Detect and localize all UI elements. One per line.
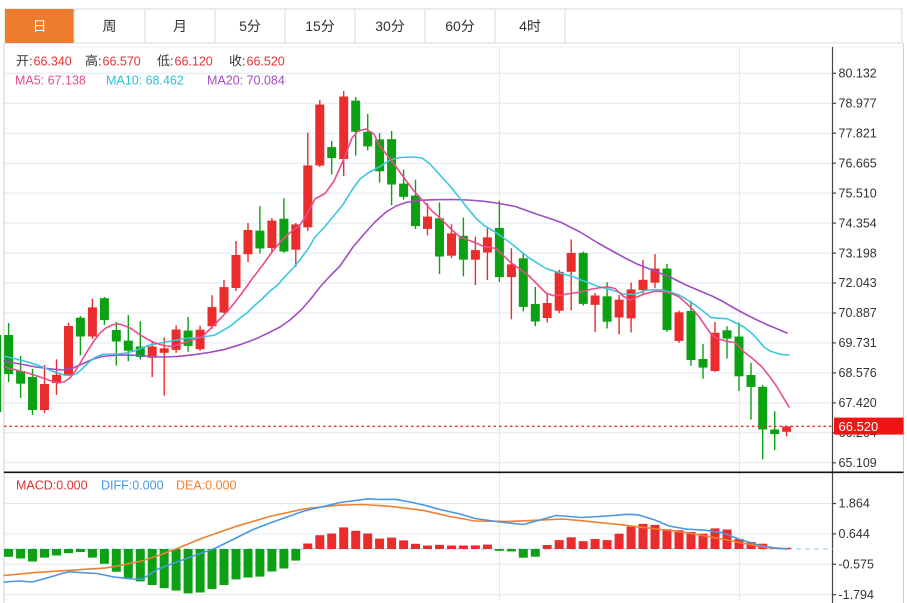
svg-text:MACD:0.000: MACD:0.000	[16, 479, 88, 493]
svg-text:15: 15	[305, 18, 321, 34]
svg-text::: :	[170, 54, 173, 68]
svg-text::: :	[242, 54, 245, 68]
svg-text:67.420: 67.420	[839, 396, 877, 410]
svg-text:MA20: 70.084: MA20: 70.084	[207, 73, 285, 87]
svg-text:77.821: 77.821	[839, 126, 877, 140]
svg-text:60: 60	[445, 18, 461, 34]
svg-text:76.665: 76.665	[839, 156, 877, 170]
svg-text:65.109: 65.109	[839, 456, 877, 470]
svg-text:MA5: 67.138: MA5: 67.138	[15, 73, 86, 87]
svg-text:5: 5	[239, 18, 247, 34]
svg-text:-1.794: -1.794	[839, 588, 874, 602]
svg-text:70.887: 70.887	[839, 306, 877, 320]
svg-text:30: 30	[375, 18, 391, 34]
svg-text:0.644: 0.644	[839, 527, 870, 541]
svg-text:73.198: 73.198	[839, 246, 877, 260]
svg-text:66.340: 66.340	[34, 54, 72, 68]
svg-text:74.354: 74.354	[839, 216, 877, 230]
svg-text:1.864: 1.864	[839, 497, 870, 511]
svg-text:72.043: 72.043	[839, 276, 877, 290]
svg-text:DIFF:0.000: DIFF:0.000	[101, 479, 164, 493]
svg-text:80.132: 80.132	[839, 67, 877, 81]
svg-text::: :	[29, 54, 32, 68]
svg-text:66.570: 66.570	[103, 54, 141, 68]
svg-text:66.520: 66.520	[247, 54, 285, 68]
svg-text:66.120: 66.120	[175, 54, 213, 68]
svg-text:4: 4	[519, 18, 527, 34]
svg-text:66.520: 66.520	[839, 419, 879, 434]
svg-text:MA10: 68.462: MA10: 68.462	[106, 73, 184, 87]
svg-text:75.510: 75.510	[839, 186, 877, 200]
svg-text:DEA:0.000: DEA:0.000	[176, 479, 237, 493]
svg-text:78.977: 78.977	[839, 97, 877, 111]
svg-text:-0.575: -0.575	[839, 558, 874, 572]
svg-text::: :	[98, 54, 101, 68]
svg-text:68.576: 68.576	[839, 366, 877, 380]
svg-text:69.731: 69.731	[839, 336, 877, 350]
